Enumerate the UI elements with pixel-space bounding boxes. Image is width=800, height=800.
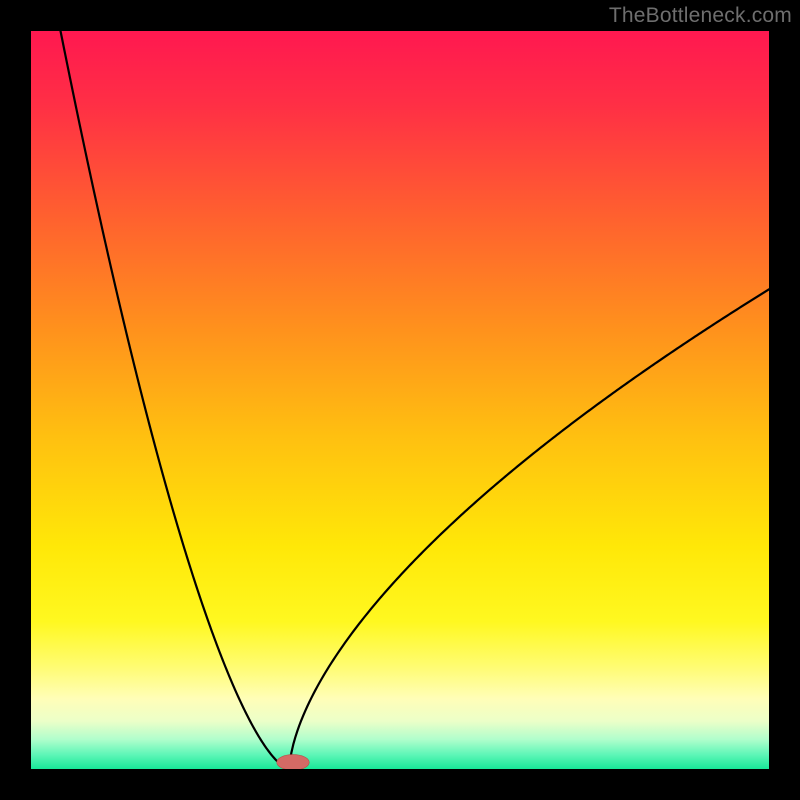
minimum-marker [277, 755, 309, 769]
watermark-text: TheBottleneck.com [609, 4, 792, 28]
chart-overlay [31, 31, 769, 769]
bottleneck-curve [61, 31, 769, 769]
chart-plot-area [31, 31, 769, 769]
